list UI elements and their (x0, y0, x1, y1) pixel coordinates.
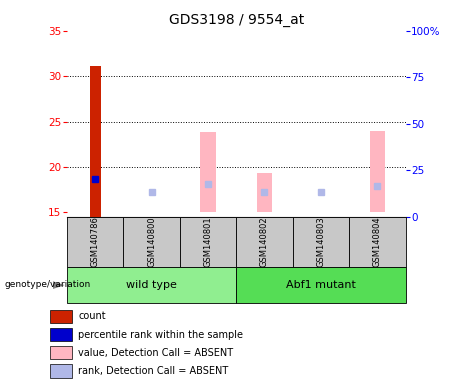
Text: GSM140800: GSM140800 (147, 217, 156, 267)
Bar (236, 267, 406, 303)
Title: GDS3198 / 9554_at: GDS3198 / 9554_at (169, 13, 304, 27)
Text: value, Detection Call = ABSENT: value, Detection Call = ABSENT (78, 348, 233, 358)
Bar (67, 217, 123, 267)
Bar (257, 173, 272, 212)
Bar (236, 217, 293, 267)
Bar (293, 217, 349, 267)
Text: wild type: wild type (126, 280, 177, 290)
Bar (50, 364, 72, 377)
Bar (349, 217, 406, 267)
Text: genotype/variation: genotype/variation (5, 280, 91, 290)
Bar (370, 131, 385, 212)
Text: GSM140804: GSM140804 (373, 217, 382, 267)
Polygon shape (53, 281, 65, 289)
Bar (200, 132, 216, 212)
Text: percentile rank within the sample: percentile rank within the sample (78, 329, 243, 339)
Bar (50, 328, 72, 341)
Text: GSM140786: GSM140786 (90, 217, 100, 267)
Bar (89, 66, 100, 217)
Text: GSM140802: GSM140802 (260, 217, 269, 267)
Text: GSM140803: GSM140803 (316, 217, 325, 267)
Text: GSM140801: GSM140801 (203, 217, 213, 267)
Bar (67, 267, 236, 303)
Text: count: count (78, 311, 106, 321)
Bar (50, 346, 72, 359)
Bar (50, 310, 72, 323)
Bar (123, 217, 180, 267)
Text: Abf1 mutant: Abf1 mutant (286, 280, 356, 290)
Bar (180, 217, 236, 267)
Text: rank, Detection Call = ABSENT: rank, Detection Call = ABSENT (78, 366, 228, 376)
